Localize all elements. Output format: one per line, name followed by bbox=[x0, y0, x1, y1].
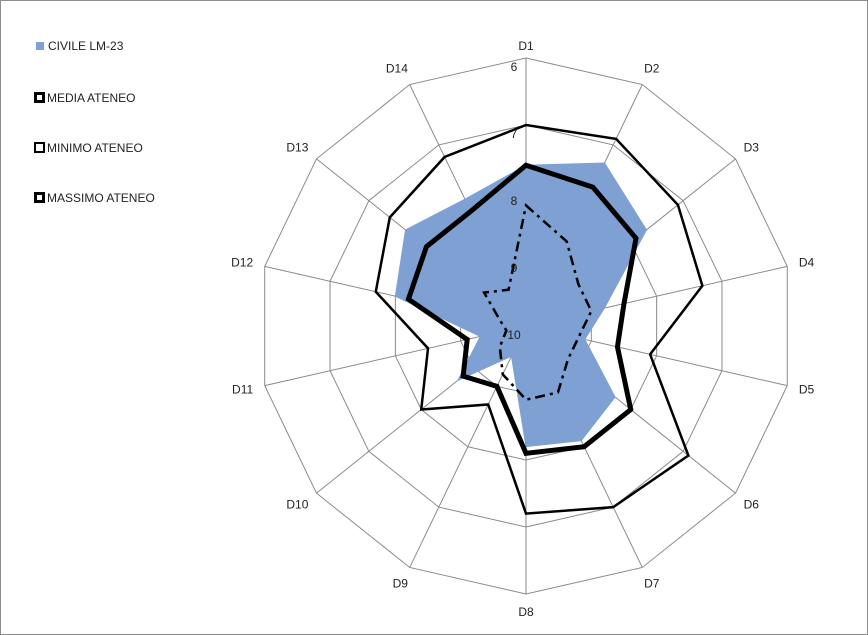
category-label: D11 bbox=[232, 383, 253, 397]
legend-item-massimo: MASSIMO ATENEO bbox=[34, 190, 155, 205]
legend-label-minimo: MINIMO ATENEO bbox=[47, 140, 143, 155]
series-media-ateneo-line bbox=[405, 162, 639, 456]
category-label: D3 bbox=[744, 141, 760, 155]
category-label: D7 bbox=[644, 577, 660, 591]
category-label: D14 bbox=[386, 61, 408, 75]
category-label: D2 bbox=[644, 61, 660, 75]
axis-tick-label: 10 bbox=[507, 328, 521, 342]
axis-tick-label: 9 bbox=[511, 261, 518, 275]
legend-swatch-minimo bbox=[34, 142, 45, 154]
legend-item-minimo: MINIMO ATENEO bbox=[34, 140, 143, 155]
legend-swatch-massimo bbox=[34, 192, 45, 204]
legend-item-media: MEDIA ATENEO bbox=[34, 90, 136, 105]
category-label: D8 bbox=[518, 605, 534, 619]
axis-tick-label: 6 bbox=[511, 60, 518, 74]
axis-tick-label: 7 bbox=[511, 127, 518, 141]
legend-label-media: MEDIA ATENEO bbox=[47, 90, 136, 105]
legend-label-civile: CIVILE LM-23 bbox=[48, 38, 124, 53]
category-label: D13 bbox=[286, 141, 308, 155]
category-label: D6 bbox=[744, 497, 760, 511]
category-label: D4 bbox=[799, 255, 815, 269]
category-label: D5 bbox=[799, 383, 815, 397]
series-minimo-ateneo-line bbox=[374, 123, 704, 515]
axis-tick-label: 8 bbox=[511, 194, 518, 208]
legend-item-civile: CIVILE LM-23 bbox=[36, 38, 124, 53]
series-massimo-ateneo-line bbox=[482, 203, 593, 402]
legend-swatch-civile bbox=[36, 41, 44, 50]
legend-swatch-media bbox=[34, 92, 45, 104]
category-label: D12 bbox=[231, 255, 253, 269]
category-label: D10 bbox=[286, 497, 308, 511]
category-label: D1 bbox=[518, 39, 534, 53]
grid-spoke bbox=[409, 325, 527, 568]
legend-label-massimo: MASSIMO ATENEO bbox=[47, 190, 155, 205]
category-label: D9 bbox=[393, 577, 409, 591]
